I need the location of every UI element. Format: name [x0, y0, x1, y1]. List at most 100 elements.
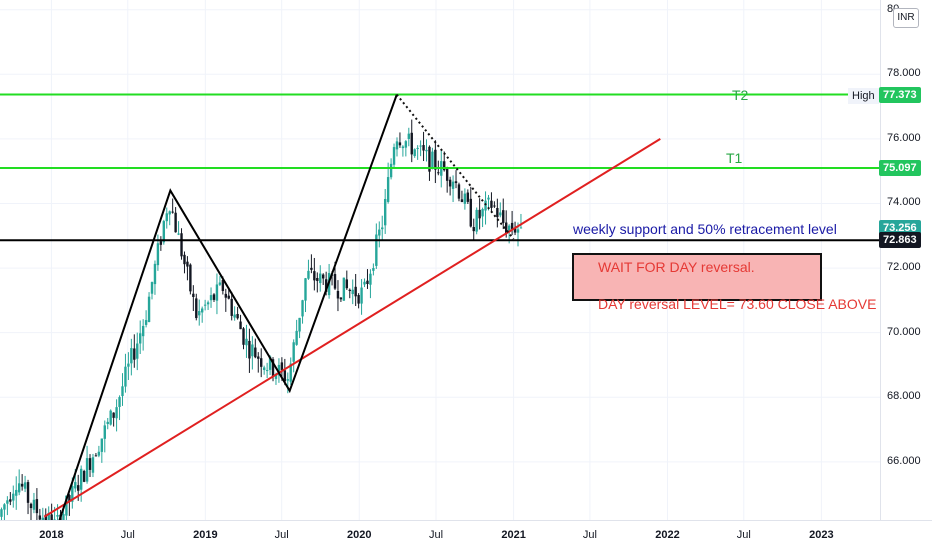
candle-body	[478, 209, 481, 219]
candle-body	[200, 308, 204, 313]
price-tag: 72.863	[879, 232, 921, 249]
candle-body	[236, 313, 239, 319]
candle-body	[428, 146, 431, 172]
candle-body	[68, 495, 71, 502]
candle-body	[97, 451, 101, 456]
candle-body	[519, 227, 523, 229]
t1-label: T1	[726, 150, 743, 166]
candle-body	[496, 207, 499, 218]
candle-body	[65, 495, 68, 516]
candle-body	[419, 145, 422, 147]
candle-body	[410, 132, 413, 155]
candle-body	[283, 370, 287, 382]
candlesticks	[0, 119, 523, 545]
candle-body	[262, 367, 266, 370]
high-label: High	[848, 88, 879, 104]
candle-body	[354, 286, 357, 297]
candle-body	[416, 147, 419, 149]
candle-body	[118, 397, 121, 407]
candle-body	[345, 279, 349, 289]
candle-body	[274, 374, 278, 379]
candle-body	[9, 499, 12, 502]
candle-body	[271, 359, 275, 377]
candle-body	[398, 142, 402, 146]
candle-body	[139, 333, 142, 344]
candle-body	[425, 149, 428, 152]
candle-body	[493, 205, 496, 207]
candle-body	[348, 289, 351, 292]
candle-body	[189, 264, 192, 292]
candle-body	[56, 515, 59, 517]
candle-body	[383, 199, 387, 226]
dotted-correction-line	[396, 94, 515, 240]
candle-body	[12, 493, 15, 501]
candle-body	[165, 213, 168, 222]
candle-body	[224, 293, 227, 298]
candle-body	[277, 364, 281, 376]
time-axis[interactable]	[0, 520, 932, 551]
candle-body	[251, 344, 254, 357]
candle-body	[422, 145, 425, 151]
candle-body	[3, 504, 6, 510]
candle-body	[141, 325, 145, 337]
candle-body	[375, 234, 378, 266]
candle-body	[38, 515, 42, 520]
candle-body	[147, 296, 151, 323]
candle-body	[463, 193, 467, 204]
price-tick-label: 70.000	[887, 325, 921, 338]
candle-body	[32, 499, 36, 510]
candle-body	[79, 468, 83, 490]
candle-body	[44, 514, 47, 523]
candle-body	[484, 200, 487, 211]
candle-body	[469, 198, 472, 227]
candle-body	[431, 151, 434, 169]
candle-body	[230, 298, 233, 316]
candle-body	[513, 228, 517, 233]
time-tick-label: 2023	[809, 529, 834, 541]
candle-body	[316, 278, 319, 281]
candle-body	[448, 179, 452, 187]
trendline	[43, 138, 661, 518]
candle-body	[156, 243, 160, 266]
candle-body	[174, 212, 177, 233]
candle-body	[77, 485, 80, 491]
candle-body	[298, 317, 301, 332]
candle-body	[144, 320, 148, 325]
candle-body	[280, 362, 284, 371]
time-tick-label: Jul	[274, 529, 289, 541]
candle-body	[372, 268, 375, 271]
candle-body	[212, 294, 216, 300]
candle-body	[490, 200, 493, 208]
candle-body	[260, 358, 263, 367]
candle-body	[227, 295, 230, 299]
candle-body	[413, 149, 416, 157]
candle-body	[351, 289, 354, 295]
candle-body	[203, 304, 207, 306]
candle-body	[91, 457, 95, 473]
price-tick-label: 68.000	[887, 390, 921, 403]
candle-body	[82, 470, 86, 482]
time-tick-label: Jul	[736, 529, 751, 541]
candle-body	[357, 295, 360, 304]
candle-body	[310, 267, 313, 270]
candle-body	[162, 221, 166, 243]
candle-body	[26, 482, 30, 503]
candle-body	[233, 314, 236, 318]
candle-body	[324, 279, 328, 292]
candle-body	[457, 184, 461, 199]
candle-body	[195, 298, 198, 319]
candle-body	[15, 489, 18, 496]
candle-body	[192, 293, 195, 297]
candle-body	[35, 499, 39, 514]
candle-body	[292, 342, 295, 362]
candle-body	[180, 233, 183, 257]
reversal-note: DAY reversal LEVEL= 73.60 CLOSE ABOVE	[598, 296, 877, 312]
candle-body	[159, 241, 163, 245]
currency-badge[interactable]: INR	[893, 8, 919, 28]
candle-body	[301, 300, 304, 317]
candle-body	[366, 280, 369, 284]
time-tick-label: Jul	[120, 529, 135, 541]
candle-body	[177, 233, 180, 235]
candle-body	[487, 197, 490, 200]
